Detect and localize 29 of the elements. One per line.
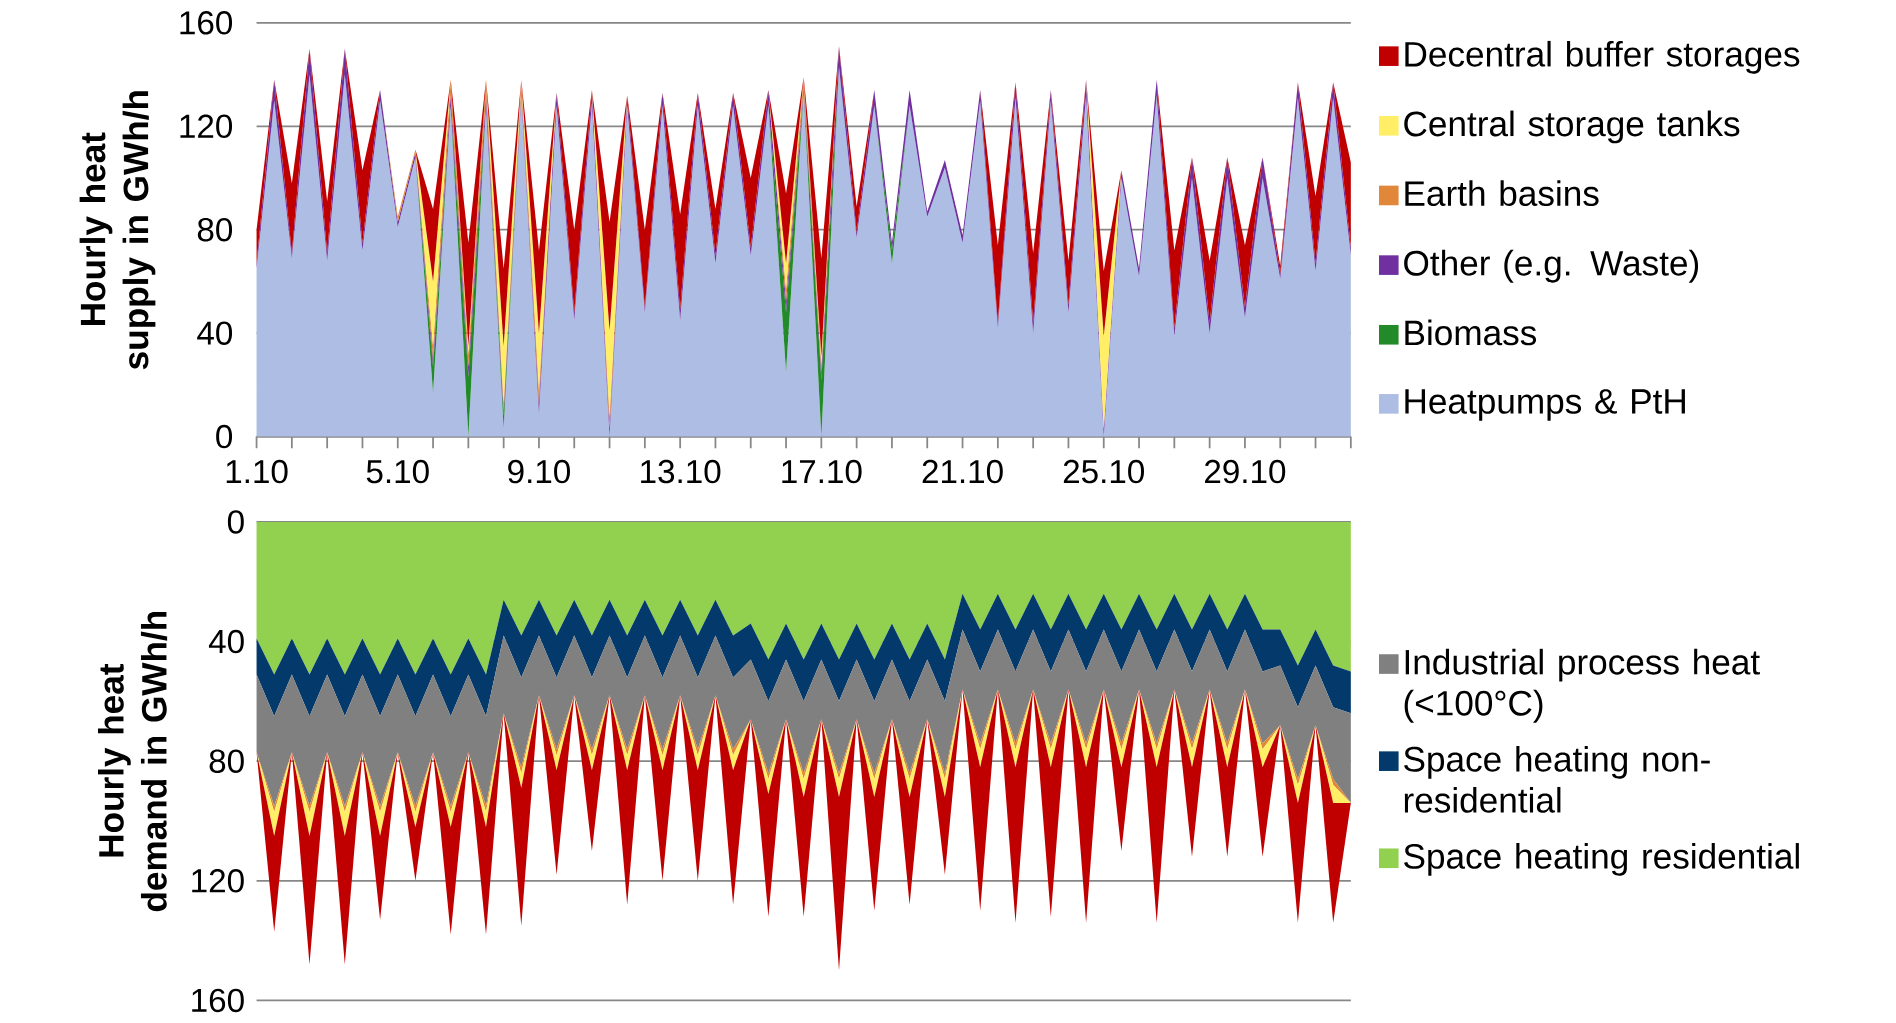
y-tick-label: 0 (216, 424, 233, 449)
y-tick-label: 160 (192, 988, 244, 1013)
x-tick-label: 17.10 (782, 459, 862, 484)
x-tick-label: 25.10 (1063, 459, 1144, 484)
x-tick-label: 21.10 (922, 459, 1003, 484)
y-tick-label: 120 (180, 114, 233, 138)
legend-label: Central storage tanks (1404, 110, 1740, 144)
y-axis-title: Hourly heat demand in GWh/h (97, 611, 168, 912)
y-tick-label: 120 (192, 868, 244, 893)
legend-label: Other (e.g. Waste) (1404, 249, 1699, 283)
x-tick-label: 9.10 (508, 459, 570, 484)
legend-label: Earth basins (1405, 180, 1599, 206)
legend-label: Space heating non-residential (1404, 745, 1710, 813)
legend-label: Decentral buffer storages (1405, 40, 1800, 74)
x-tick-label: 5.10 (366, 459, 429, 484)
y-tick-label: 40 (197, 321, 233, 345)
legend-label: Space heating residential (1404, 842, 1799, 876)
x-tick-label: 1.10 (226, 459, 288, 484)
x-tick-label: 29.10 (1205, 459, 1286, 484)
legend-label: Biomass (1405, 319, 1537, 346)
legend-label: Industrial process heat (<100°C) (1404, 648, 1760, 723)
y-tick-label: 160 (180, 10, 233, 35)
y-tick-label: 80 (197, 217, 233, 242)
y-tick-label: 0 (227, 510, 244, 534)
y-tick-label: 40 (208, 629, 244, 654)
y-axis-title: Hourly heat supply in GWh/h (79, 91, 156, 370)
x-tick-label: 13.10 (641, 459, 721, 484)
y-tick-label: 80 (209, 749, 244, 773)
legend-label: Heatpumps & PtH (1405, 389, 1685, 421)
